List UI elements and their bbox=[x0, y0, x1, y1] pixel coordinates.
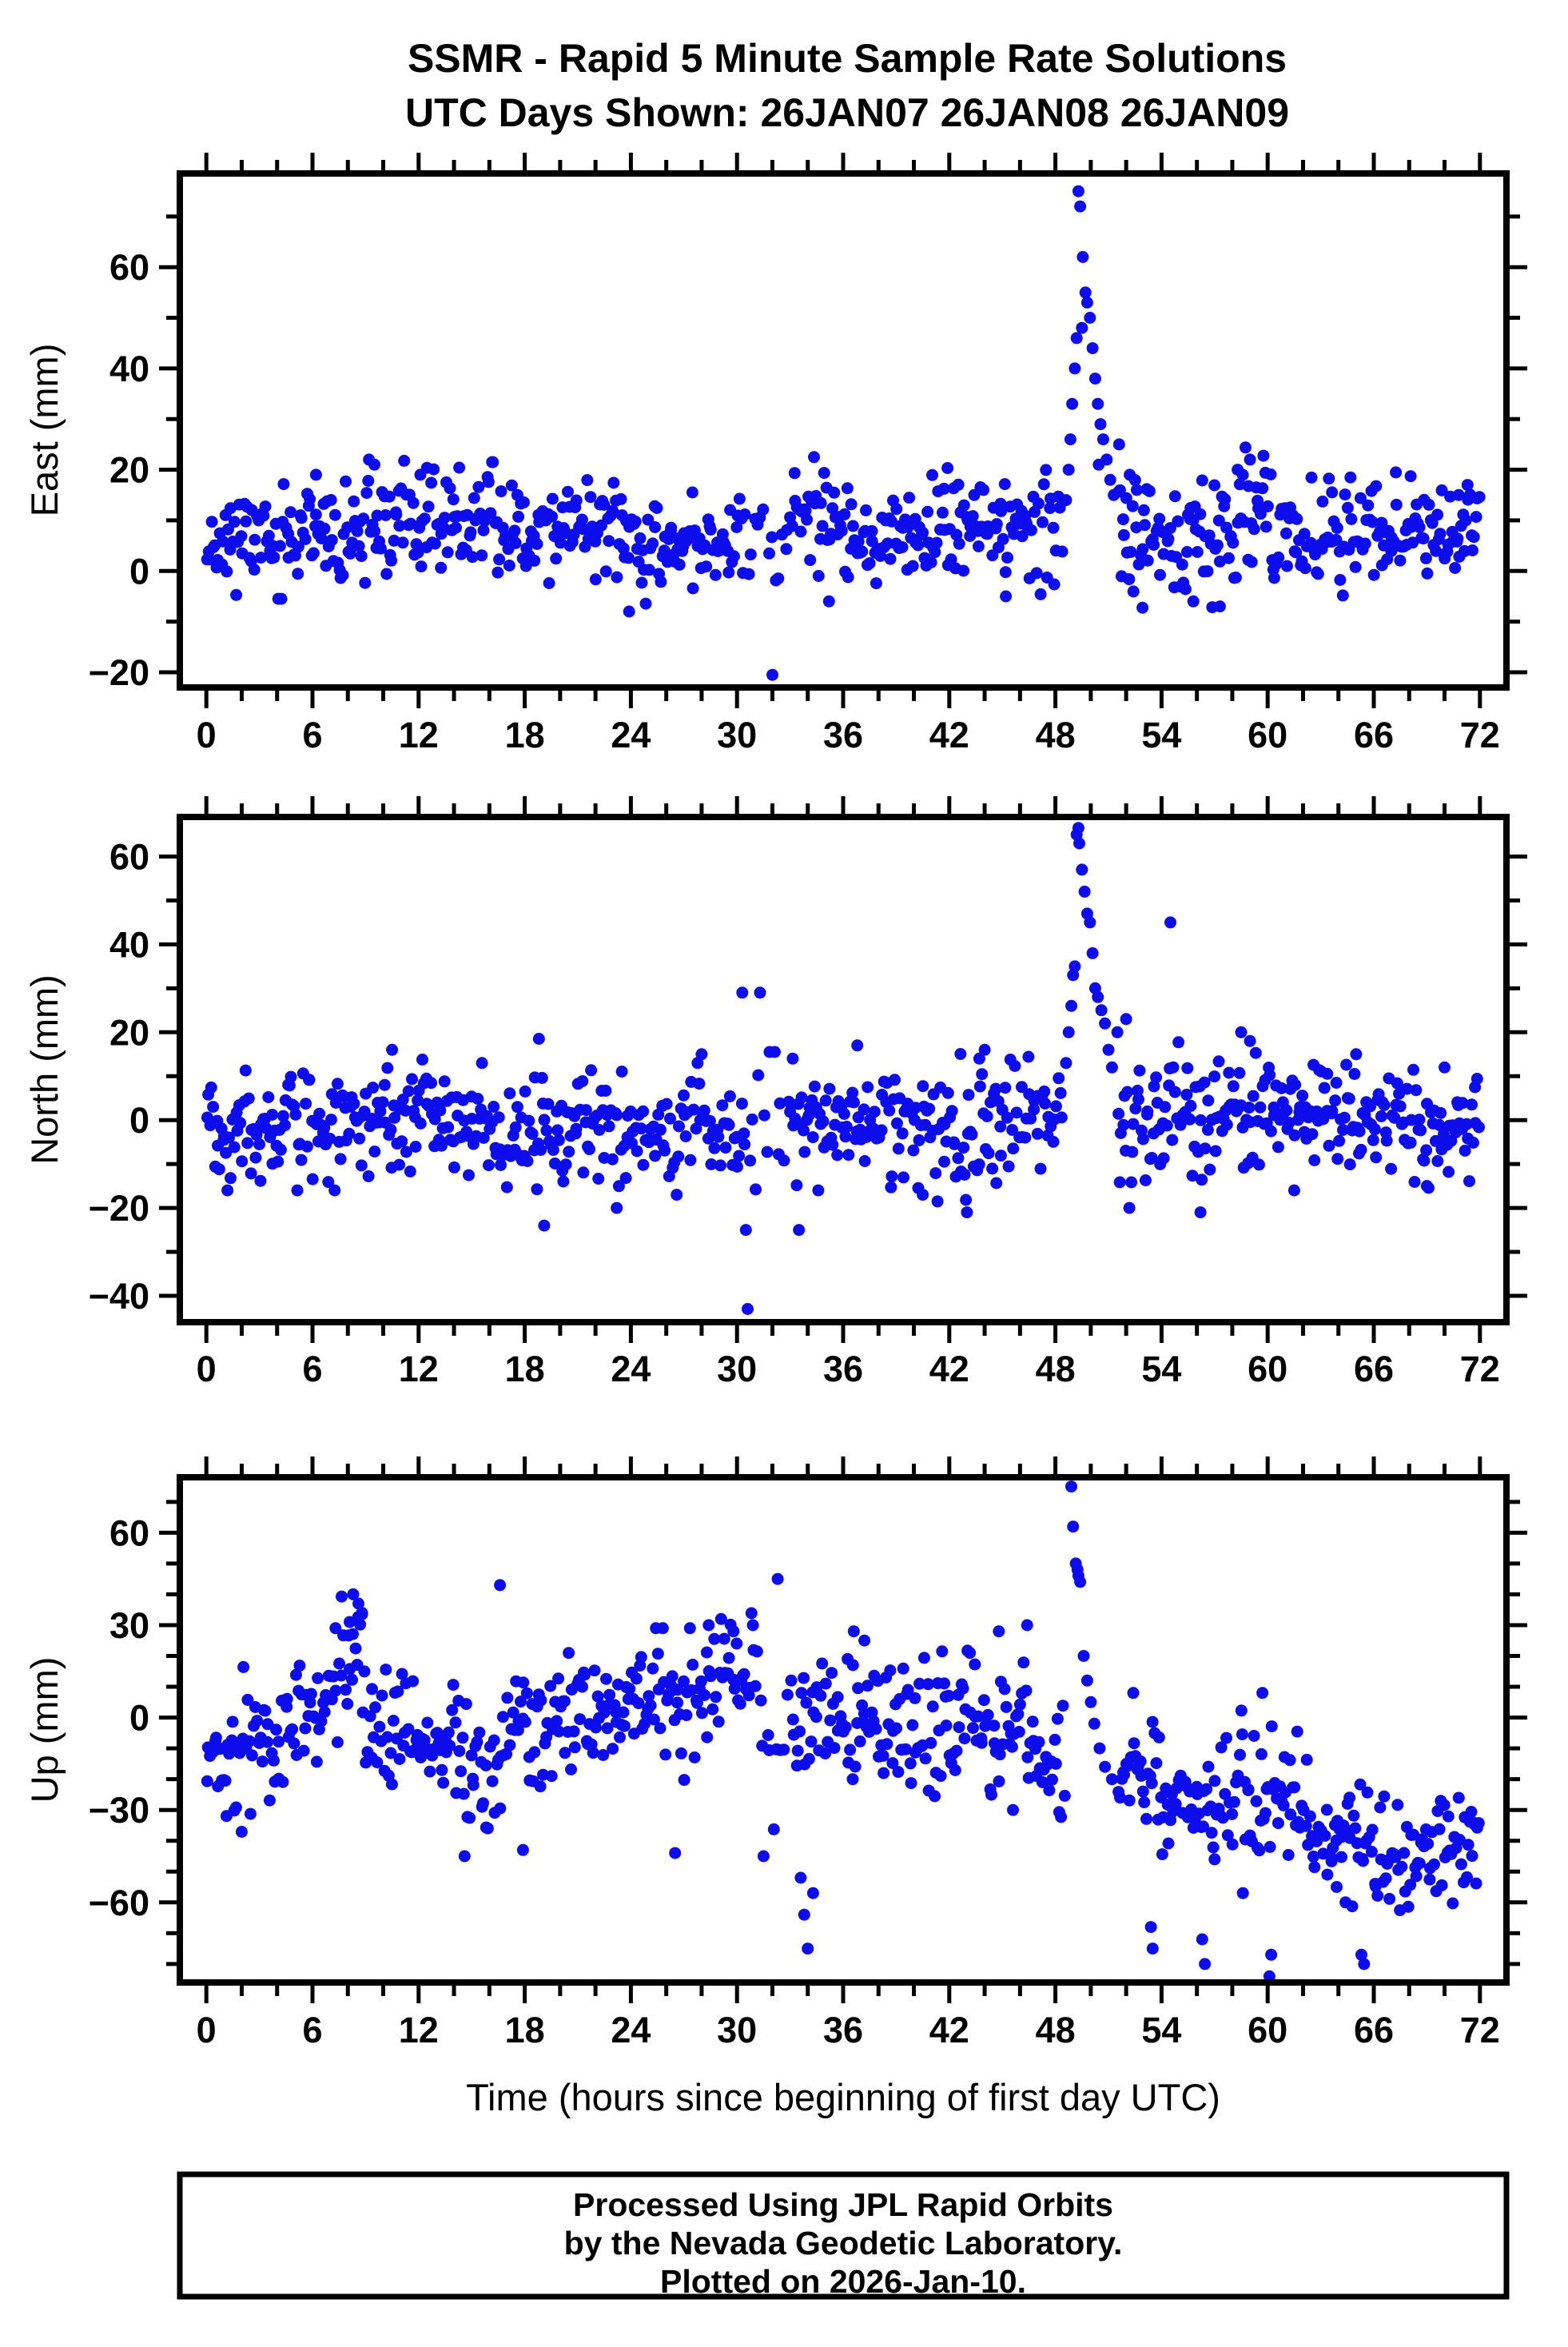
x-tick-label: 60 bbox=[1248, 1349, 1287, 1389]
plot-frame bbox=[177, 1474, 1510, 1986]
x-tick-label: 42 bbox=[929, 715, 969, 755]
x-tick-label: 36 bbox=[823, 1349, 863, 1389]
plot-title-line1: SSMR - Rapid 5 Minute Sample Rate Soluti… bbox=[408, 36, 1287, 81]
x-tick-label: 12 bbox=[399, 2010, 439, 2050]
y-tick-label: 60 bbox=[109, 1512, 149, 1553]
panel-up: 0 6 12 18 24 30 36 42 48 54 60 66 72 −60 −30 0 30 60 bbox=[89, 1456, 1527, 2050]
footer-line-1: Processed Using JPL Rapid Orbits bbox=[573, 2186, 1113, 2223]
x-tick-label: 36 bbox=[823, 2010, 863, 2050]
y-tick-label: 20 bbox=[109, 450, 149, 491]
axis-ticks bbox=[159, 796, 1527, 1343]
plot-frame bbox=[177, 170, 1510, 691]
footer-border bbox=[177, 2171, 1510, 2300]
x-tick-label: 18 bbox=[505, 2010, 545, 2050]
y-axis-title-east: East (mm) bbox=[23, 344, 66, 517]
tick-labels: 0 6 12 18 24 30 36 42 48 54 60 66 72 −20 0 20 40 60 bbox=[89, 247, 1500, 755]
x-tick-label: 0 bbox=[197, 715, 217, 755]
y-tick-label: 30 bbox=[109, 1605, 149, 1646]
tick-labels: 0 6 12 18 24 30 36 42 48 54 60 66 72 −40 −20 0 20 40 60 bbox=[89, 836, 1500, 1389]
y-axis-title-north: North (mm) bbox=[23, 974, 66, 1165]
x-tick-label: 72 bbox=[1460, 715, 1500, 755]
y-tick-label: −20 bbox=[89, 1188, 149, 1229]
axis-ticks bbox=[159, 153, 1527, 708]
tick-labels: 0 6 12 18 24 30 36 42 48 54 60 66 72 −60 −30 0 30 60 bbox=[89, 1512, 1500, 2050]
x-tick-label: 24 bbox=[611, 1349, 651, 1389]
x-tick-label: 12 bbox=[399, 715, 439, 755]
x-tick-label: 12 bbox=[399, 1349, 439, 1389]
x-tick-label: 66 bbox=[1354, 715, 1394, 755]
footer-line-3: Plotted on 2026-Jan-10. bbox=[660, 2263, 1026, 2300]
y-tick-label: 0 bbox=[129, 551, 149, 592]
x-tick-label: 54 bbox=[1141, 1349, 1181, 1389]
y-tick-label: 60 bbox=[109, 247, 149, 288]
panel-north: 0 6 12 18 24 30 36 42 48 54 60 66 72 −40 −20 0 20 40 60 bbox=[89, 796, 1527, 1389]
plot-frame bbox=[177, 814, 1510, 1325]
x-tick-label: 60 bbox=[1248, 2010, 1287, 2050]
x-tick-label: 48 bbox=[1036, 2010, 1076, 2050]
y-tick-label: 40 bbox=[109, 924, 149, 965]
x-tick-label: 6 bbox=[302, 1349, 322, 1389]
y-tick-label: 20 bbox=[109, 1012, 149, 1053]
x-tick-label: 54 bbox=[1141, 715, 1181, 755]
scatter-points bbox=[201, 822, 1485, 1315]
x-axis-title: Time (hours since beginning of first day… bbox=[466, 2076, 1220, 2118]
scatter-points bbox=[201, 185, 1486, 681]
x-tick-label: 36 bbox=[823, 715, 863, 755]
y-tick-label: 0 bbox=[129, 1698, 149, 1739]
y-tick-label: 60 bbox=[109, 836, 149, 877]
x-tick-label: 18 bbox=[505, 1349, 545, 1389]
x-tick-label: 42 bbox=[929, 2010, 969, 2050]
footer-line-2: by the Nevada Geodetic Laboratory. bbox=[564, 2225, 1123, 2261]
x-tick-label: 60 bbox=[1248, 715, 1287, 755]
plot-title-line2: UTC Days Shown: 26JAN07 26JAN08 26JAN09 bbox=[405, 90, 1289, 135]
footer-box: Processed Using JPL Rapid Orbits by the … bbox=[177, 2171, 1510, 2300]
x-tick-label: 66 bbox=[1354, 2010, 1394, 2050]
x-tick-label: 6 bbox=[302, 715, 322, 755]
x-tick-label: 30 bbox=[717, 2010, 757, 2050]
x-tick-label: 42 bbox=[929, 1349, 969, 1389]
x-tick-label: 48 bbox=[1036, 1349, 1076, 1389]
x-tick-label: 0 bbox=[197, 1349, 217, 1389]
x-tick-label: 54 bbox=[1141, 2010, 1181, 2050]
scatter-points bbox=[201, 1480, 1485, 1982]
x-tick-label: 24 bbox=[611, 715, 651, 755]
axis-ticks bbox=[159, 1456, 1527, 2003]
x-tick-label: 0 bbox=[197, 2010, 217, 2050]
y-axis-title-up: Up (mm) bbox=[23, 1657, 66, 1803]
y-tick-label: −30 bbox=[89, 1790, 149, 1831]
x-tick-label: 72 bbox=[1460, 2010, 1500, 2050]
y-tick-label: −60 bbox=[89, 1883, 149, 1923]
y-tick-label: 0 bbox=[129, 1100, 149, 1141]
panel-east: 0 6 12 18 24 30 36 42 48 54 60 66 72 −20 0 20 40 60 bbox=[89, 153, 1527, 755]
x-tick-label: 30 bbox=[717, 1349, 757, 1389]
x-tick-label: 72 bbox=[1460, 1349, 1500, 1389]
y-tick-label: 40 bbox=[109, 349, 149, 389]
x-tick-label: 18 bbox=[505, 715, 545, 755]
y-tick-label: −40 bbox=[89, 1276, 149, 1317]
x-tick-label: 48 bbox=[1036, 715, 1076, 755]
x-tick-label: 6 bbox=[302, 2010, 322, 2050]
y-tick-label: −20 bbox=[89, 652, 149, 693]
x-tick-label: 66 bbox=[1354, 1349, 1394, 1389]
x-tick-label: 24 bbox=[611, 2010, 651, 2050]
x-tick-label: 30 bbox=[717, 715, 757, 755]
